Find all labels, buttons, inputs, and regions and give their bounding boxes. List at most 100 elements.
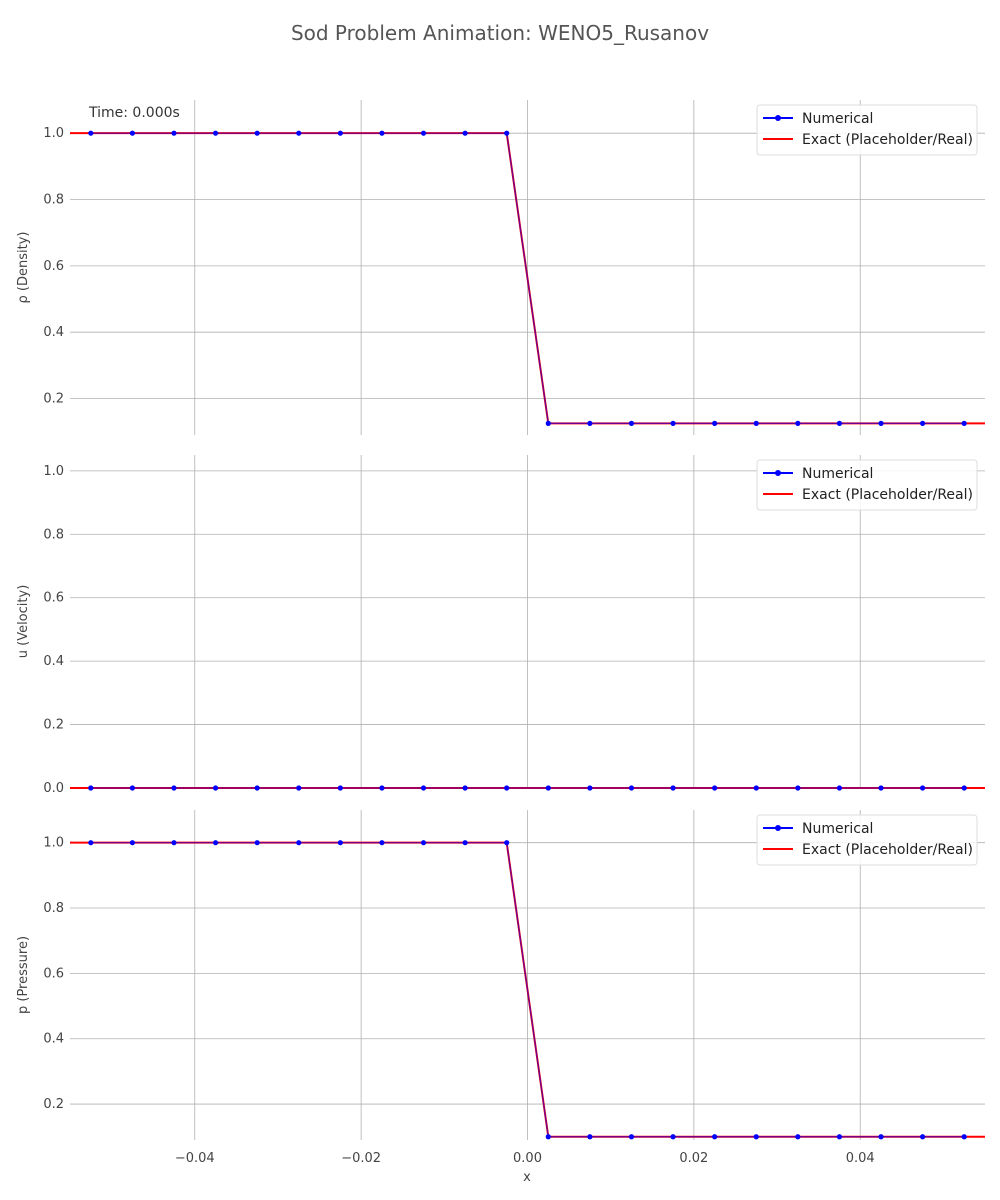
- y-tick-label: 1.0: [43, 126, 64, 141]
- numerical-point: [670, 420, 676, 426]
- figure-title: Sod Problem Animation: WENO5_Rusanov: [291, 21, 709, 45]
- legend-numerical-label: Numerical: [802, 466, 873, 482]
- numerical-series-line: [90, 132, 965, 424]
- numerical-point: [379, 785, 385, 791]
- x-axis-label: x: [523, 1170, 531, 1185]
- legend-numerical-label: Numerical: [802, 821, 873, 837]
- legend-box: [756, 104, 978, 156]
- numerical-point: [878, 785, 884, 791]
- numerical-point: [88, 130, 94, 136]
- y-tick-label: 0.6: [43, 259, 64, 274]
- y-tick-label: 0.8: [43, 193, 64, 208]
- numerical-point: [587, 420, 593, 426]
- numerical-point: [171, 130, 177, 136]
- numerical-point: [462, 840, 468, 846]
- numerical-point: [670, 785, 676, 791]
- numerical-point: [920, 420, 926, 426]
- legend-exact-label: Exact (Placeholder/Real): [802, 487, 973, 503]
- x-tick-label: 0.02: [679, 1151, 708, 1166]
- numerical-point: [254, 130, 260, 136]
- numerical-point: [920, 785, 926, 791]
- numerical-point: [836, 785, 843, 791]
- numerical-point: [628, 1134, 635, 1140]
- legend-numerical-marker: [775, 115, 781, 121]
- numerical-point: [88, 785, 94, 791]
- y-tick-label: 0.0: [43, 781, 64, 796]
- numerical-point: [587, 785, 593, 791]
- density-panel: 0.2 0.4 0.6 0.8 1.0 ρ (Density) Numerical Exact…: [16, 100, 985, 435]
- density-y-axis-label: ρ (Density): [16, 232, 31, 304]
- numerical-point: [836, 420, 843, 426]
- numerical-point: [254, 840, 260, 846]
- numerical-point: [296, 785, 302, 791]
- numerical-point: [254, 785, 260, 791]
- numerical-point: [337, 840, 343, 846]
- numerical-point: [337, 130, 343, 136]
- numerical-point: [171, 785, 177, 791]
- velocity-legend: Numerical Exact (Placeholder/Real): [756, 459, 978, 511]
- numerical-point: [587, 1134, 593, 1140]
- numerical-point: [171, 840, 177, 846]
- numerical-point: [878, 1134, 884, 1140]
- numerical-point: [462, 785, 468, 791]
- x-tick-label: −0.02: [341, 1151, 381, 1166]
- numerical-point: [337, 785, 343, 791]
- y-tick-label: 0.2: [43, 392, 64, 407]
- numerical-point: [545, 1134, 551, 1140]
- y-tick-label: 1.0: [43, 836, 64, 851]
- density-legend: Numerical Exact (Placeholder/Real): [756, 104, 978, 156]
- y-tick-label: 0.6: [43, 591, 64, 606]
- y-tick-label: 0.4: [43, 654, 64, 669]
- numerical-point: [753, 1134, 759, 1140]
- x-tick-label: −0.04: [175, 1151, 215, 1166]
- numerical-point: [296, 840, 302, 846]
- x-tick-label: 0.00: [513, 1151, 542, 1166]
- numerical-point: [504, 130, 510, 136]
- numerical-point: [795, 420, 801, 426]
- numerical-point: [795, 1134, 801, 1140]
- legend-numerical-marker: [775, 470, 781, 476]
- numerical-point: [753, 785, 759, 791]
- numerical-point: [129, 840, 135, 846]
- numerical-point: [836, 1134, 843, 1140]
- numerical-point: [420, 785, 427, 791]
- velocity-y-axis-label: u (Velocity): [16, 585, 31, 659]
- numerical-point: [712, 785, 718, 791]
- pressure-panel: 0.2 0.4 0.6 0.8 1.0 p (Pressure) Numerical Exac…: [16, 810, 985, 1140]
- numerical-point: [379, 130, 385, 136]
- legend-box: [756, 459, 978, 511]
- numerical-point: [504, 840, 510, 846]
- numerical-point: [670, 1134, 676, 1140]
- legend-numerical-label: Numerical: [802, 111, 873, 127]
- numerical-point: [753, 420, 759, 426]
- panels: 0.2 0.4 0.6 0.8 1.0 ρ (Density) Numerical Exact…: [16, 100, 985, 1166]
- numerical-point: [212, 840, 219, 846]
- x-tick-label: 0.04: [846, 1151, 875, 1166]
- y-tick-label: 0.8: [43, 527, 64, 542]
- pressure-legend: Numerical Exact (Placeholder/Real): [756, 814, 978, 866]
- numerical-series-line: [90, 842, 965, 1138]
- velocity-panel: 0.0 0.2 0.4 0.6 0.8 1.0 u (Velocity) Numerical E…: [16, 455, 985, 796]
- legend-exact-label: Exact (Placeholder/Real): [802, 842, 973, 858]
- pressure-y-axis-label: p (Pressure): [16, 936, 31, 1014]
- numerical-point: [878, 420, 884, 426]
- numerical-point: [212, 785, 219, 791]
- legend-numerical-marker: [775, 825, 781, 831]
- numerical-point: [961, 785, 967, 791]
- y-tick-label: 0.2: [43, 718, 64, 733]
- numerical-point: [628, 785, 635, 791]
- numerical-point: [504, 785, 510, 791]
- numerical-point: [795, 785, 801, 791]
- numerical-point: [420, 130, 427, 136]
- numerical-point: [628, 420, 635, 426]
- numerical-point: [462, 130, 468, 136]
- legend-box: [756, 814, 978, 866]
- y-tick-label: 0.4: [43, 325, 64, 340]
- y-tick-label: 0.2: [43, 1097, 64, 1112]
- numerical-point: [379, 840, 385, 846]
- y-tick-label: 1.0: [43, 464, 64, 479]
- y-tick-label: 0.4: [43, 1032, 64, 1047]
- numerical-point: [129, 130, 135, 136]
- numerical-point: [920, 1134, 926, 1140]
